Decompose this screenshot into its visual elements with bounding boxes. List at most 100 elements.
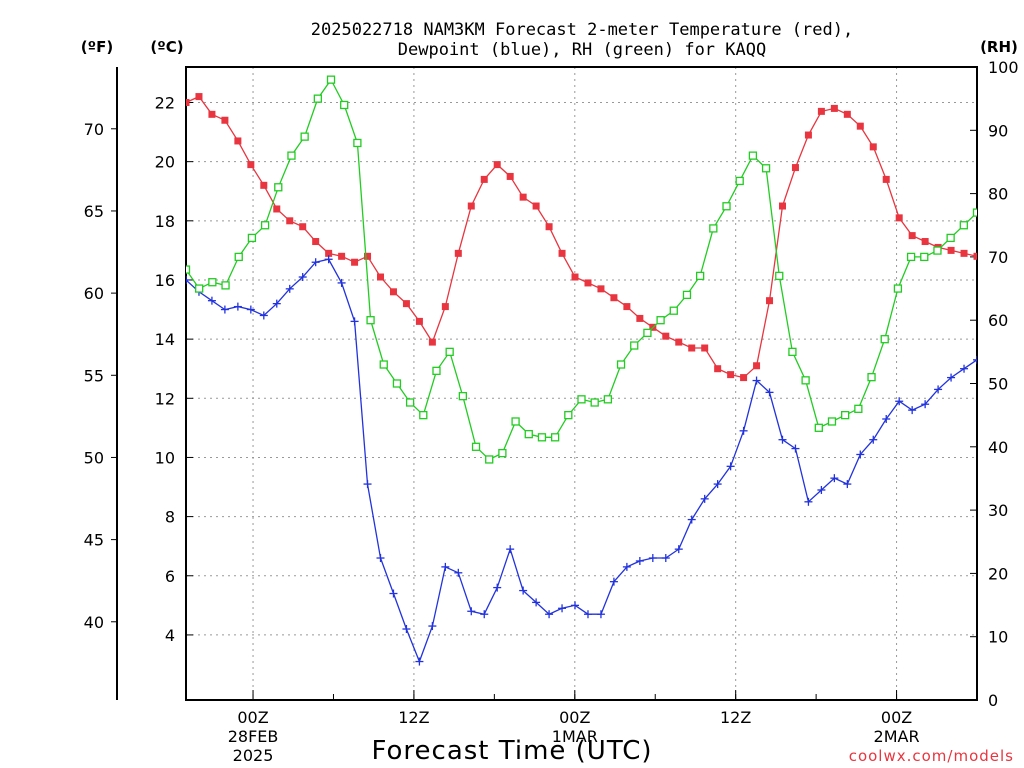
tick-labels: 4 6 8 10 12 14 16 18 20 22 40 45 50 55 60 65 70 0 10 20 30 40…: [84, 58, 1019, 765]
temperature-point: [973, 252, 977, 260]
temperature-point: [597, 285, 605, 293]
dewpoint-point: [687, 515, 696, 524]
unit-label-celsius: (ºC): [150, 38, 183, 56]
dewpoint-point: [493, 583, 502, 592]
temperature-point: [843, 110, 851, 118]
tick-label-rh: 0: [988, 691, 998, 710]
tick-label-rh: 90: [988, 121, 1008, 140]
dewpoint-point: [661, 554, 670, 563]
rh-point: [577, 395, 586, 404]
temperature-point: [791, 164, 799, 172]
tick-label-c: 12: [155, 389, 175, 408]
tick-label-rh: 60: [988, 311, 1008, 330]
temperature-point: [273, 205, 281, 213]
temperature-point: [804, 131, 812, 139]
temperature-point: [441, 303, 449, 311]
rh-point: [801, 376, 810, 385]
tick-label-rh: 10: [988, 628, 1008, 647]
temperature-point: [921, 238, 929, 246]
rh-point: [537, 433, 547, 442]
tick-label-f: 40: [84, 613, 104, 632]
rh-point: [340, 100, 349, 110]
rh-point: [893, 284, 903, 293]
temperature-point: [519, 193, 527, 201]
dewpoint-point: [908, 406, 917, 415]
rh-point: [366, 316, 375, 325]
temperature-point: [221, 116, 229, 124]
dewpoint-point: [726, 462, 735, 471]
tick-label-x: 12Z: [720, 708, 751, 727]
dewpoint-point: [376, 554, 385, 563]
rh-point: [419, 410, 428, 420]
dewpoint-point: [882, 414, 891, 423]
tick-label-c: 22: [155, 93, 175, 112]
dewpoint-point: [558, 604, 567, 613]
tick-label-c: 16: [155, 271, 175, 290]
rh-point: [959, 221, 968, 230]
temperature-point: [480, 175, 488, 183]
tick-label-f: 60: [84, 284, 104, 303]
dewpoint-point: [934, 385, 943, 394]
dewpoint-point: [752, 376, 761, 385]
rh-point: [432, 366, 441, 375]
tick-label-c: 20: [155, 153, 175, 172]
rh-point: [186, 265, 191, 274]
rh-point: [326, 75, 336, 84]
dewpoint-point: [259, 311, 268, 320]
temperature-point: [428, 338, 436, 346]
temperature-point: [506, 172, 514, 180]
tick-label-f: 65: [84, 202, 104, 221]
dewpoint-point: [480, 610, 489, 619]
temperature-point: [636, 314, 644, 322]
tick-label-rh: 80: [988, 185, 1008, 204]
rh-point: [313, 94, 322, 103]
rh-point: [458, 392, 468, 401]
dewpoint-point: [324, 255, 333, 264]
rh-point: [735, 176, 744, 186]
dewpoint-point: [454, 568, 463, 577]
temperature-point: [740, 374, 748, 382]
dewpoint-point: [947, 373, 956, 382]
credit-text: coolwx.com/models: [849, 747, 1014, 765]
rh-point: [590, 398, 599, 407]
dewpoint-point: [778, 435, 787, 444]
dewpoint-point: [506, 545, 515, 554]
tick-label-rh: 40: [988, 438, 1008, 457]
dewpoint-point: [622, 562, 631, 571]
rh-point: [696, 271, 705, 281]
dewpoint-point: [856, 450, 865, 459]
tick-label-rh: 100: [988, 58, 1019, 77]
rh-point: [287, 151, 296, 160]
temperature-point: [312, 238, 320, 246]
temperature-point: [299, 223, 307, 231]
tick-label-f: 55: [84, 366, 104, 385]
rh-point: [247, 233, 257, 243]
temperature-point: [364, 252, 372, 260]
dewpoint-point: [337, 278, 346, 287]
temperature-point: [402, 300, 410, 308]
temperature-point: [830, 104, 838, 112]
dewpoint-point: [583, 610, 592, 619]
temperature-point: [247, 161, 255, 169]
rh-point: [274, 183, 283, 192]
dewpoint-point: [441, 562, 450, 571]
tick-label-f: 45: [84, 531, 104, 550]
temperature-point: [584, 279, 592, 287]
tick-label-rh: 30: [988, 501, 1008, 520]
tick-label-x: 00Z: [881, 708, 912, 727]
unit-label-rh: (RH): [980, 38, 1018, 56]
temperature-point: [662, 332, 670, 340]
temperature-point: [688, 344, 696, 352]
rh-point: [405, 398, 415, 407]
grid-lines: [186, 67, 977, 700]
temperature-point: [234, 137, 242, 145]
temperature-point: [545, 223, 553, 231]
tick-label-rh: 20: [988, 564, 1008, 583]
temperature-point: [338, 252, 346, 260]
rh-point: [392, 379, 402, 388]
rh-point: [511, 417, 520, 426]
rh-point: [643, 328, 652, 338]
rh-point: [722, 202, 731, 211]
temperature-point: [882, 175, 890, 183]
dewpoint-point: [609, 577, 618, 586]
